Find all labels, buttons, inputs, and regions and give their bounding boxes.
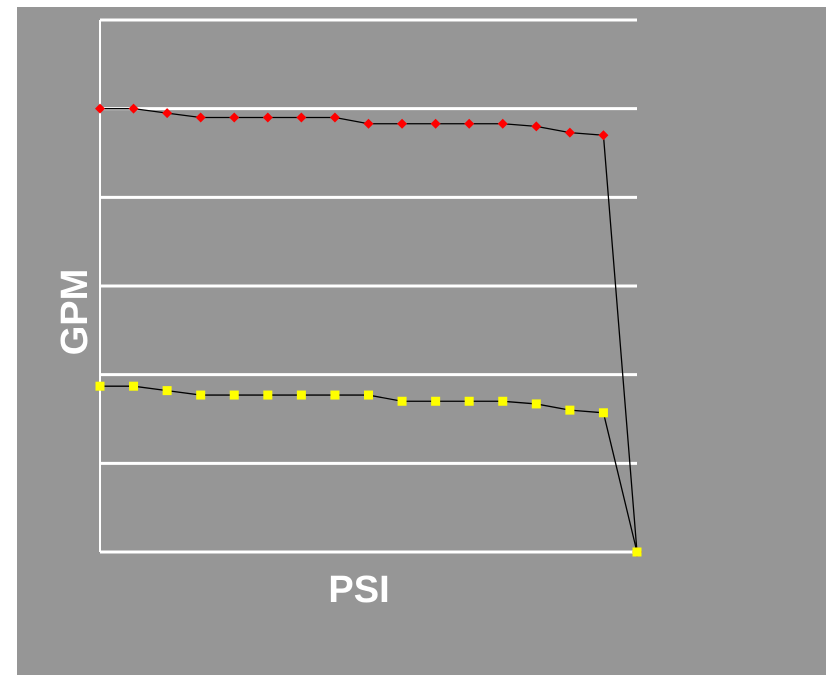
series-0-point-1 xyxy=(128,103,139,114)
series-1-point-6 xyxy=(296,390,306,400)
series-1-point-11 xyxy=(464,396,474,406)
series-0-point-5 xyxy=(262,112,273,123)
series-0-point-7 xyxy=(329,112,340,123)
series-1-point-15 xyxy=(598,408,608,418)
series-0-point-0 xyxy=(95,103,105,114)
chart-background xyxy=(17,7,826,675)
series-1-point-13 xyxy=(531,399,541,409)
series-1-point-1 xyxy=(129,381,139,391)
series-1 xyxy=(95,381,642,557)
chart-area: PSI GPM xyxy=(17,7,826,675)
series-0-point-14 xyxy=(564,127,575,138)
chart-svg: PSI GPM xyxy=(17,7,826,675)
series-0-point-8 xyxy=(363,118,374,129)
series-1-point-0 xyxy=(95,381,105,391)
series-1-point-12 xyxy=(498,396,508,406)
series-1-point-10 xyxy=(431,396,441,406)
series-1-point-9 xyxy=(397,396,407,406)
series-0-point-2 xyxy=(162,108,173,119)
series-1-point-14 xyxy=(565,405,575,415)
series-0-point-15 xyxy=(598,130,609,141)
series-1-point-2 xyxy=(162,386,172,396)
series-0-point-9 xyxy=(397,118,408,129)
series-0-point-10 xyxy=(430,118,441,129)
series-0-point-11 xyxy=(464,118,475,129)
series-0-point-6 xyxy=(296,112,307,123)
series-1-point-8 xyxy=(364,390,373,400)
series-0-point-3 xyxy=(195,112,206,123)
series-1-point-4 xyxy=(229,390,239,400)
series-0-point-12 xyxy=(497,118,508,129)
x-axis-title: PSI xyxy=(328,569,389,611)
series-1-point-7 xyxy=(330,390,340,400)
series-group xyxy=(95,103,642,557)
series-0-point-4 xyxy=(229,112,240,123)
gridlines xyxy=(100,18,637,554)
y-axis-title: GPM xyxy=(54,269,96,356)
series-0-point-13 xyxy=(531,121,542,132)
series-1-point-16 xyxy=(632,547,642,557)
series-1-point-3 xyxy=(196,390,206,400)
series-1-point-5 xyxy=(263,390,273,400)
